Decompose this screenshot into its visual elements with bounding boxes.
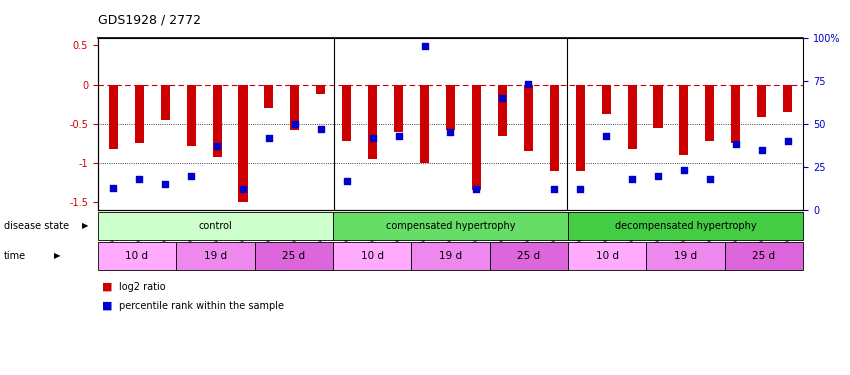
Point — [236, 186, 250, 192]
Point — [158, 181, 172, 187]
Point — [106, 184, 120, 190]
Bar — [654, 84, 662, 128]
Text: percentile rank within the sample: percentile rank within the sample — [119, 301, 284, 310]
Bar — [472, 84, 481, 190]
Text: 19 d: 19 d — [204, 251, 227, 261]
Point — [392, 133, 405, 139]
Point — [470, 186, 484, 192]
Point — [340, 178, 354, 184]
Point — [626, 176, 639, 182]
Point — [366, 135, 379, 141]
Bar — [757, 84, 767, 117]
Point — [729, 141, 743, 147]
Point — [210, 143, 224, 149]
Point — [781, 138, 795, 144]
Bar — [98, 212, 333, 240]
Point — [599, 133, 613, 139]
Point — [547, 186, 561, 192]
Bar — [264, 84, 274, 108]
Point — [184, 172, 198, 178]
Bar — [368, 84, 377, 159]
Text: 19 d: 19 d — [439, 251, 462, 261]
Bar — [394, 84, 403, 132]
Bar — [731, 84, 740, 143]
Bar — [333, 212, 568, 240]
Point — [314, 126, 327, 132]
Text: 10 d: 10 d — [360, 251, 383, 261]
Point — [574, 186, 587, 192]
Bar — [498, 84, 507, 135]
Bar — [568, 212, 803, 240]
Bar — [239, 84, 247, 202]
Bar — [254, 242, 333, 270]
Bar — [420, 84, 429, 163]
Bar — [291, 84, 299, 130]
Point — [262, 135, 275, 141]
Bar — [212, 84, 222, 158]
Text: 10 d: 10 d — [126, 251, 149, 261]
Text: 19 d: 19 d — [674, 251, 697, 261]
Bar — [411, 242, 490, 270]
Text: 25 d: 25 d — [282, 251, 305, 261]
Bar — [176, 242, 254, 270]
Point — [496, 95, 509, 101]
Text: compensated hypertrophy: compensated hypertrophy — [386, 221, 515, 231]
Text: disease state: disease state — [4, 221, 70, 231]
Bar — [602, 84, 610, 114]
Text: 25 d: 25 d — [752, 251, 775, 261]
Bar — [783, 84, 792, 112]
Point — [651, 172, 665, 178]
Text: log2 ratio: log2 ratio — [119, 282, 166, 292]
Bar — [679, 84, 689, 155]
Text: control: control — [198, 221, 232, 231]
Bar — [568, 242, 647, 270]
Point — [522, 81, 536, 87]
Text: time: time — [4, 251, 26, 261]
Bar — [316, 84, 326, 94]
Bar — [109, 84, 118, 149]
Text: decompensated hypertrophy: decompensated hypertrophy — [615, 221, 756, 231]
Bar — [187, 84, 196, 146]
Bar — [490, 242, 568, 270]
Bar — [647, 242, 725, 270]
Point — [703, 176, 717, 182]
Bar — [550, 84, 558, 171]
Text: ▶: ▶ — [82, 221, 89, 230]
Point — [755, 147, 768, 153]
Point — [677, 167, 691, 173]
Bar — [134, 84, 144, 143]
Bar — [627, 84, 637, 149]
Bar — [446, 84, 455, 130]
Bar — [725, 242, 803, 270]
Text: ■: ■ — [102, 301, 112, 310]
Bar — [98, 242, 176, 270]
Bar — [333, 242, 411, 270]
Point — [288, 121, 302, 127]
Text: ▶: ▶ — [54, 252, 60, 261]
Bar — [706, 84, 714, 141]
Point — [417, 43, 431, 49]
Bar — [524, 84, 533, 151]
Text: GDS1928 / 2772: GDS1928 / 2772 — [98, 13, 201, 26]
Text: 25 d: 25 d — [518, 251, 541, 261]
Text: 10 d: 10 d — [596, 251, 619, 261]
Bar — [161, 84, 170, 120]
Bar — [343, 84, 351, 141]
Point — [444, 129, 457, 135]
Bar — [575, 84, 585, 171]
Text: ■: ■ — [102, 282, 112, 292]
Point — [133, 176, 146, 182]
